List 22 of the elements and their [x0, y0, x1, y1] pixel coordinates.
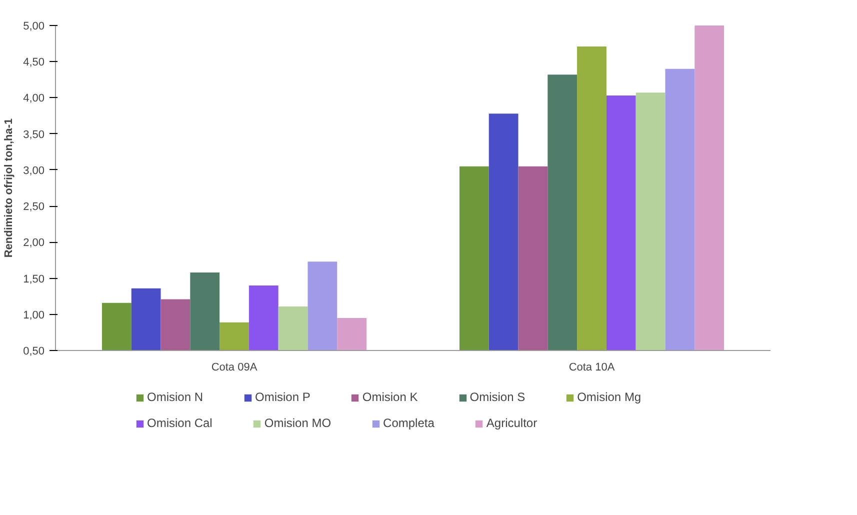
y-tick-label: 1,50: [23, 273, 45, 286]
y-tick-label: 1,00: [23, 309, 45, 322]
y-axis-title: Rendimieto ofrijol ton,ha-1: [3, 118, 16, 258]
legend-label: Omision Mg: [577, 390, 642, 404]
legend-label: Omision N: [147, 390, 204, 404]
y-tick-label: 3,50: [23, 128, 45, 141]
y-tick-label: 3,00: [23, 164, 45, 177]
x-tick-label: Cota 10A: [568, 362, 616, 374]
y-tick-label: 0,50: [23, 346, 45, 358]
y-tick-label: 4,50: [23, 56, 45, 69]
y-tick-label: 2,00: [23, 237, 45, 250]
y-tick-label: 5,00: [23, 20, 45, 32]
y-tick-label: 2,50: [23, 201, 45, 214]
legend-label: Omision MO: [264, 416, 332, 430]
legend-label: Agricultor: [486, 416, 538, 430]
legend-label: Omision K: [362, 390, 418, 404]
x-tick-label: Cota 09A: [211, 362, 258, 374]
legend-label: Omision Cal: [147, 416, 212, 430]
y-tick-label: 4,00: [23, 92, 45, 105]
legend-label: Omision P: [255, 390, 310, 404]
legend-label: Omision S: [470, 390, 526, 404]
legend-label: Completa: [383, 416, 434, 430]
